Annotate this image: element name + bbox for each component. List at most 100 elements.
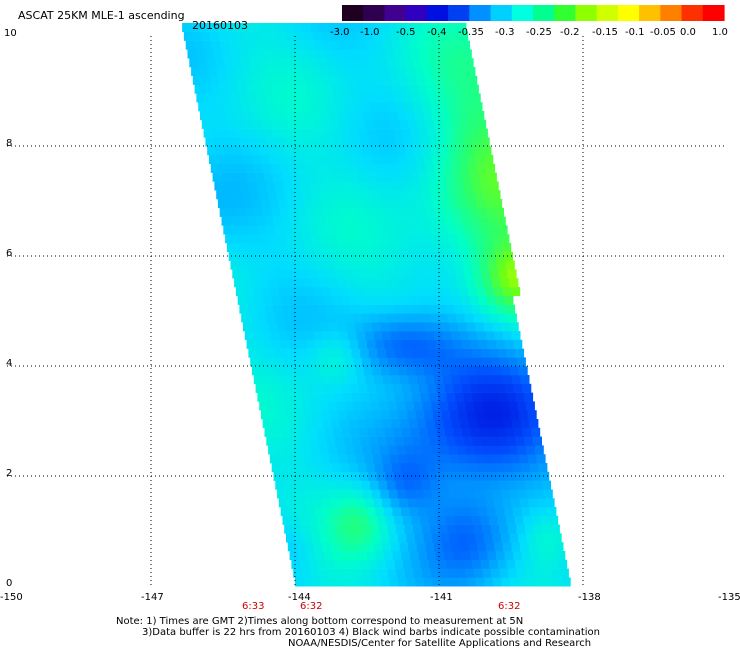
swath-cell (472, 436, 482, 446)
swath-cell (295, 31, 305, 41)
swath-cell (246, 128, 256, 138)
swath-cell (234, 67, 244, 77)
swath-cell (469, 419, 479, 429)
swath-cell (556, 551, 566, 561)
swath-cell (291, 515, 301, 525)
swath-cell (473, 524, 483, 534)
swath-cell (348, 331, 358, 341)
swath-cell (324, 427, 334, 437)
plot-title: ASCAT 25KM MLE-1 ascending (18, 9, 185, 22)
swath-cell (321, 243, 331, 253)
swath-cell (310, 313, 320, 323)
time-label: 6:32 (498, 601, 521, 612)
colorbar-swatch (596, 5, 619, 21)
swath-cell (391, 207, 401, 217)
swath-cell (457, 234, 467, 244)
swath-cell (341, 172, 351, 182)
swath-cell (264, 383, 274, 393)
swath-cell (331, 419, 341, 429)
swath-cell (440, 67, 450, 77)
swath-cell (515, 436, 525, 446)
swath-cell (267, 146, 277, 156)
swath-cell (269, 31, 279, 41)
swath-cell (463, 559, 473, 569)
swath-cell (319, 234, 329, 244)
swath-cell (299, 93, 309, 103)
swath-cell (399, 498, 409, 508)
swath-cell (464, 102, 474, 112)
swath-cell (437, 515, 447, 525)
swath-cell (327, 568, 337, 578)
swath-cell (445, 515, 455, 525)
swath-cell (400, 40, 410, 50)
swath-cell (497, 559, 507, 569)
swath-cell (506, 559, 516, 569)
swath-cell (321, 410, 331, 420)
swath-cell (453, 216, 463, 226)
swath-cell (398, 454, 408, 464)
swath-cell (368, 137, 378, 147)
swath-cell (342, 304, 352, 314)
swath-cell (383, 84, 393, 94)
swath-cell (277, 322, 287, 332)
swath-cell (276, 23, 286, 33)
swath-cell (396, 146, 406, 156)
swath-cell (328, 278, 338, 288)
swath-cell (253, 287, 263, 297)
swath-cell (482, 357, 492, 367)
swath-cell (437, 559, 447, 569)
swath-cell (407, 75, 417, 85)
swath-cell (247, 49, 257, 59)
swath-cell (400, 463, 410, 473)
swath-cell (206, 102, 216, 112)
swath-cell (323, 507, 333, 517)
swath-cell (380, 111, 390, 121)
swath-cell (376, 49, 386, 59)
swath-cell (382, 287, 392, 297)
swath-cell (345, 67, 355, 77)
swath-cell (458, 199, 468, 209)
swath-cell (297, 207, 307, 217)
swath-cell (422, 445, 432, 455)
swath-cell (425, 75, 435, 85)
colorbar-label: -1.0 (360, 27, 380, 38)
swath-cell (230, 49, 240, 59)
swath-cell (270, 331, 280, 341)
swath-cell (383, 463, 393, 473)
swath-cell (354, 445, 364, 455)
swath-cell (373, 287, 383, 297)
swath-cell (432, 322, 442, 332)
swath-cell (342, 260, 352, 270)
swath-cell (183, 31, 193, 41)
swath-cell (509, 278, 519, 288)
y-tick-label: 8 (6, 138, 13, 149)
swath-cell (300, 181, 310, 191)
swath-cell (260, 322, 270, 332)
swath-cell (443, 251, 453, 261)
swath-cell (302, 190, 312, 200)
swath-cell (309, 392, 319, 402)
swath-cell (262, 331, 272, 341)
swath-cell (282, 93, 292, 103)
swath-cell (481, 269, 491, 279)
swath-cell (349, 84, 359, 94)
swath-cell (380, 489, 390, 499)
swath-cell (426, 463, 436, 473)
swath-cell (416, 454, 426, 464)
swath-cell (299, 304, 309, 314)
swath-cell (458, 155, 468, 165)
swath-cell (445, 471, 455, 481)
swath-cell (275, 102, 285, 112)
swath-cell (302, 278, 312, 288)
swath-cell (445, 93, 455, 103)
swath-cell (524, 392, 534, 402)
swath-cell (452, 295, 462, 305)
swath-cell (459, 119, 469, 129)
swath-cell (466, 67, 476, 77)
swath-cell (346, 533, 356, 543)
swath-cell (339, 119, 349, 129)
swath-cell (311, 445, 321, 455)
swath-cell (277, 366, 287, 376)
swath-cell (375, 128, 385, 138)
swath-cell (350, 260, 360, 270)
